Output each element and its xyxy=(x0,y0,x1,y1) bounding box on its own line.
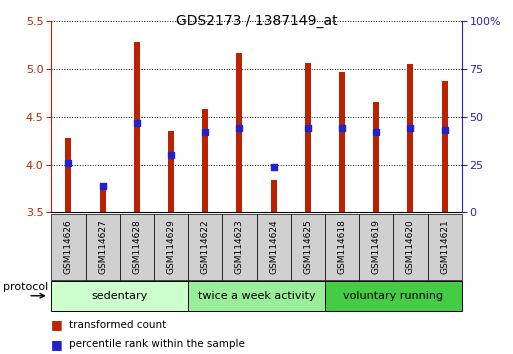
Text: sedentary: sedentary xyxy=(92,291,148,301)
Bar xyxy=(134,42,140,212)
Bar xyxy=(65,138,71,212)
Bar xyxy=(202,109,208,212)
Bar xyxy=(407,64,413,212)
Text: GSM114621: GSM114621 xyxy=(440,219,449,274)
Bar xyxy=(373,102,379,212)
Point xyxy=(167,152,175,158)
Bar xyxy=(100,187,106,212)
Text: GSM114620: GSM114620 xyxy=(406,219,415,274)
Text: GSM114622: GSM114622 xyxy=(201,219,210,274)
Point xyxy=(133,120,141,125)
Text: twice a week activity: twice a week activity xyxy=(198,291,315,301)
Bar xyxy=(270,180,277,212)
Point xyxy=(235,125,244,131)
Bar xyxy=(305,63,311,212)
Text: protocol: protocol xyxy=(3,282,48,292)
Text: GSM114625: GSM114625 xyxy=(303,219,312,274)
Point xyxy=(441,127,449,133)
Point xyxy=(269,164,278,169)
Point xyxy=(338,125,346,131)
Text: ■: ■ xyxy=(51,319,63,331)
Point xyxy=(372,129,380,135)
Text: GSM114629: GSM114629 xyxy=(167,219,175,274)
Bar xyxy=(236,53,243,212)
Text: transformed count: transformed count xyxy=(69,320,167,330)
Text: GSM114626: GSM114626 xyxy=(64,219,73,274)
Bar xyxy=(339,72,345,212)
Point xyxy=(201,129,209,135)
Point xyxy=(406,125,415,131)
Point xyxy=(64,160,72,166)
Text: GSM114618: GSM114618 xyxy=(338,219,346,274)
Text: percentile rank within the sample: percentile rank within the sample xyxy=(69,339,245,349)
Text: GDS2173 / 1387149_at: GDS2173 / 1387149_at xyxy=(175,14,338,28)
Text: GSM114628: GSM114628 xyxy=(132,219,141,274)
Bar xyxy=(168,131,174,212)
Text: GSM114624: GSM114624 xyxy=(269,219,278,274)
Text: GSM114623: GSM114623 xyxy=(235,219,244,274)
Text: ■: ■ xyxy=(51,338,63,351)
Text: GSM114619: GSM114619 xyxy=(372,219,381,274)
Point xyxy=(98,183,107,188)
Bar xyxy=(442,81,448,212)
Text: voluntary running: voluntary running xyxy=(343,291,443,301)
Text: GSM114627: GSM114627 xyxy=(98,219,107,274)
Point xyxy=(304,125,312,131)
